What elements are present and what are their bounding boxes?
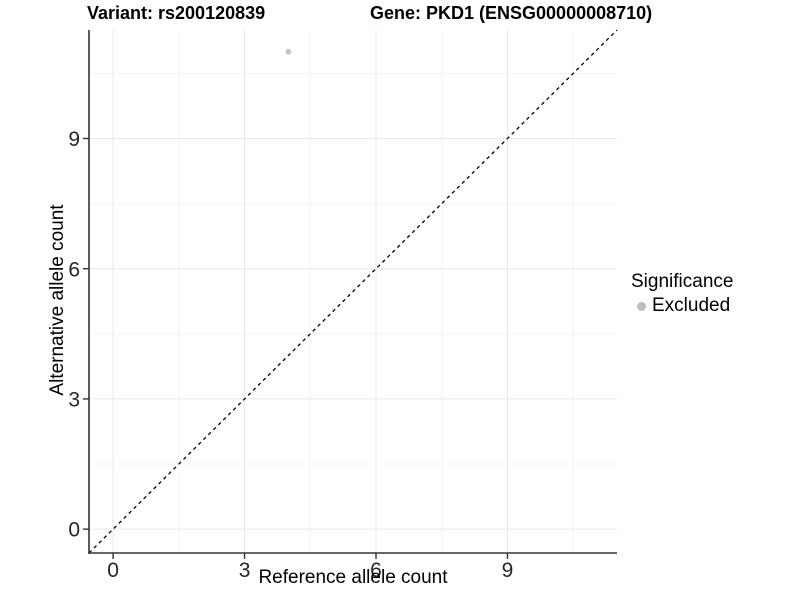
- x-tick-label: 6: [370, 559, 382, 582]
- x-tick-label: 0: [107, 559, 119, 582]
- data-point: [285, 48, 292, 55]
- y-tick-label: 3: [68, 388, 80, 411]
- y-tick-label: 9: [68, 128, 80, 151]
- y-tick-label: 0: [68, 519, 80, 542]
- y-axis-label: Alternative allele count: [47, 204, 68, 396]
- x-tick-label: 3: [239, 559, 251, 582]
- legend-item-label: Excluded: [652, 295, 731, 316]
- legend-title: Significance: [631, 271, 734, 292]
- excluded-point-icon: [637, 301, 646, 311]
- x-tick-label: 9: [502, 559, 514, 582]
- chart-title-gene: Gene: PKD1 (ENSG00000008710): [370, 3, 653, 23]
- y-tick-label: 6: [68, 258, 80, 281]
- chart-title-variant: Variant: rs200120839: [87, 3, 266, 23]
- identity-line: [88, 29, 618, 554]
- x-axis-label: Reference allele count: [258, 567, 448, 588]
- legend-item-excluded: Excluded: [631, 295, 733, 317]
- legend: Significance Excluded: [631, 271, 733, 317]
